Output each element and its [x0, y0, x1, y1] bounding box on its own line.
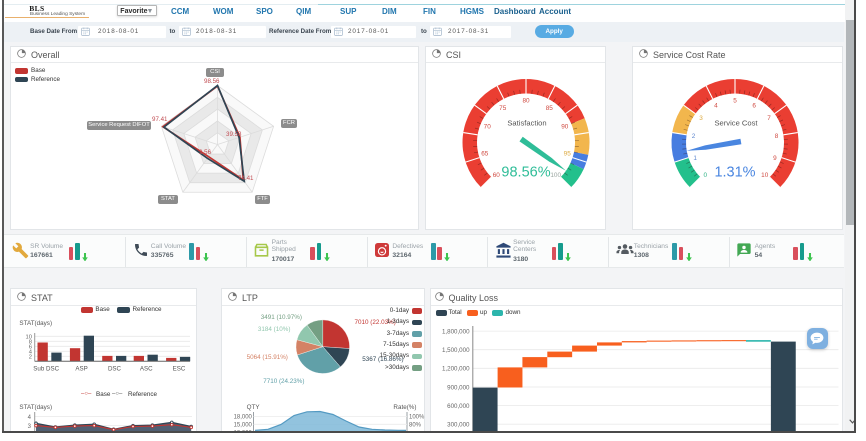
- svg-text:Satisfaction: Satisfaction: [507, 118, 546, 127]
- svg-text:900,000: 900,000: [447, 384, 470, 391]
- svg-text:80: 80: [522, 97, 530, 104]
- svg-text:8: 8: [775, 133, 779, 140]
- svg-text:10: 10: [26, 334, 32, 340]
- svg-text:9: 9: [773, 155, 777, 162]
- svg-text:DSC: DSC: [108, 365, 122, 372]
- svg-text:1.31%: 1.31%: [714, 164, 755, 180]
- svg-text:Sub DSC: Sub DSC: [33, 365, 59, 372]
- svg-text:6: 6: [29, 344, 32, 350]
- svg-text:600,000: 600,000: [447, 403, 470, 410]
- svg-text:100: 100: [550, 171, 561, 178]
- svg-text:90: 90: [561, 123, 569, 130]
- svg-text:85: 85: [546, 104, 554, 111]
- svg-text:1,200,000: 1,200,000: [441, 366, 469, 373]
- svg-text:1: 1: [693, 155, 697, 162]
- svg-text:5: 5: [733, 97, 737, 104]
- svg-text:70: 70: [484, 123, 492, 130]
- svg-text:95: 95: [564, 150, 572, 157]
- svg-text:2: 2: [29, 354, 32, 360]
- svg-text:4: 4: [29, 349, 33, 355]
- svg-text:4: 4: [714, 102, 718, 109]
- svg-text:75: 75: [499, 104, 507, 111]
- svg-text:2: 2: [692, 133, 696, 140]
- svg-text:12,000: 12,000: [234, 430, 253, 431]
- svg-text:8: 8: [29, 339, 32, 345]
- svg-text:60: 60: [493, 171, 501, 178]
- svg-text:1,500,000: 1,500,000: [441, 347, 469, 354]
- svg-text:65: 65: [481, 150, 489, 157]
- svg-text:ESC: ESC: [173, 365, 186, 372]
- svg-text:3: 3: [28, 424, 32, 430]
- svg-text:ASP: ASP: [75, 365, 87, 372]
- svg-text:0: 0: [704, 171, 708, 178]
- svg-text:3: 3: [699, 115, 703, 122]
- svg-text:100%: 100%: [409, 414, 425, 420]
- svg-text:10: 10: [761, 171, 769, 178]
- svg-text:4: 4: [28, 415, 32, 421]
- svg-text:15,000: 15,000: [234, 422, 253, 428]
- svg-text:98.56%: 98.56%: [501, 164, 550, 180]
- svg-text:ASC: ASC: [140, 365, 153, 372]
- svg-text:6: 6: [752, 102, 756, 109]
- svg-text:300,000: 300,000: [447, 421, 470, 428]
- svg-text:18,000: 18,000: [234, 414, 253, 420]
- svg-text:80%: 80%: [409, 422, 422, 428]
- svg-text:7: 7: [767, 115, 771, 122]
- svg-text:1,800,000: 1,800,000: [441, 328, 469, 335]
- svg-text:Service Cost: Service Cost: [714, 118, 758, 127]
